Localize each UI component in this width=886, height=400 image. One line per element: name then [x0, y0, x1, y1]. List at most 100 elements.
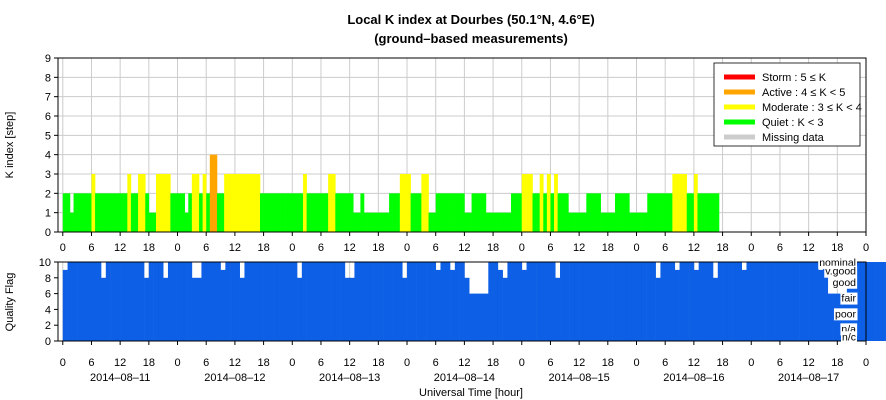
quality-bar — [856, 262, 862, 341]
quality-bar — [330, 262, 336, 341]
k-index-bar — [288, 193, 293, 232]
quality-bar — [268, 262, 274, 341]
k-index-bar — [166, 174, 171, 232]
quality-bar — [799, 262, 805, 341]
quality-bar — [359, 262, 365, 341]
k-index-x-tick-label: 6 — [777, 242, 783, 254]
k-index-x-tick-label: 18 — [716, 242, 728, 254]
quality-bar — [454, 262, 460, 341]
k-index-bar — [579, 212, 584, 232]
quality-x-tick-label: 0 — [60, 357, 66, 369]
quality-x-tick-label: 0 — [519, 357, 525, 369]
k-index-bar — [453, 193, 458, 232]
k-index-bar — [342, 193, 347, 232]
k-index-bar — [216, 193, 221, 232]
k-index-bar — [98, 193, 103, 232]
k-index-bar — [503, 212, 508, 232]
k-index-bars — [62, 154, 720, 232]
k-index-bar — [356, 212, 361, 232]
k-index-y-axis-label: K index [step] — [4, 112, 16, 179]
k-index-x-tick-label: 6 — [318, 242, 324, 254]
k-index-bar — [134, 193, 139, 232]
quality-bar — [660, 262, 666, 341]
quality-bar — [215, 262, 221, 341]
quality-x-tick-label: 18 — [372, 357, 384, 369]
quality-bar — [105, 262, 111, 341]
quality-bar — [124, 262, 131, 341]
k-index-bar — [554, 174, 558, 232]
k-index-bar — [582, 212, 587, 232]
k-index-bar — [389, 193, 393, 232]
flag-level-label: poor — [835, 308, 857, 320]
quality-bar — [512, 262, 518, 341]
k-index-bar — [489, 212, 494, 232]
quality-bar — [177, 262, 183, 341]
k-index-bar — [338, 193, 343, 232]
quality-bar — [254, 262, 260, 341]
quality-x-tick-label: 18 — [143, 357, 155, 369]
quality-bar — [531, 262, 537, 341]
quality-x-tick-label: 6 — [88, 357, 94, 369]
k-index-x-tick-label: 18 — [602, 242, 614, 254]
k-index-bar — [299, 193, 304, 232]
quality-bar — [746, 262, 752, 341]
k-index-x-tick-label: 0 — [633, 242, 639, 254]
chart-subtitle: (ground–based measurements) — [374, 31, 568, 46]
quality-bar — [703, 262, 709, 341]
k-index-bar — [374, 212, 379, 232]
quality-bar — [402, 277, 408, 341]
k-index-bar — [238, 174, 243, 232]
quality-bar — [626, 262, 633, 341]
quality-bar — [430, 262, 437, 341]
k-index-bar — [424, 174, 429, 232]
quality-bar — [756, 262, 762, 341]
quality-bar — [880, 262, 886, 341]
quality-bar — [464, 277, 470, 341]
quality-bar — [349, 277, 355, 341]
k-index-x-tick-label: 0 — [174, 242, 180, 254]
k-index-bar — [116, 193, 121, 232]
quality-x-tick-label: 6 — [662, 357, 668, 369]
flag-level-label-bg — [840, 292, 858, 305]
k-index-bar — [493, 212, 497, 232]
k-index-bar — [320, 193, 325, 232]
quality-bar — [196, 277, 202, 341]
k-index-bar — [270, 193, 275, 232]
quality-bar — [502, 277, 508, 341]
k-index-x-tick-label: 0 — [863, 242, 869, 254]
quality-x-tick-label: 0 — [748, 357, 754, 369]
quality-bar — [732, 262, 738, 341]
k-index-bar — [435, 193, 440, 232]
k-index-x-tick-label: 18 — [372, 242, 384, 254]
quality-bar — [784, 262, 790, 341]
k-index-bar — [360, 193, 365, 232]
k-index-bar — [446, 193, 451, 232]
k-index-bar — [521, 174, 526, 232]
quality-bar — [297, 277, 303, 341]
date-label: 2014–08–11 — [90, 372, 150, 384]
k-index-bar — [392, 193, 397, 232]
k-index-bar — [701, 193, 705, 232]
k-index-x-tick-label: 12 — [803, 242, 815, 254]
k-index-y-tick-label: 6 — [45, 111, 51, 123]
k-index-x-tick-label: 18 — [831, 242, 843, 254]
k-index-bar — [163, 174, 168, 232]
quality-x-tick-label: 0 — [174, 357, 180, 369]
k-index-bar — [532, 193, 537, 232]
k-index-bar — [80, 193, 85, 232]
quality-bar — [866, 262, 872, 341]
legend-entry: Active : 4 ≤ K < 5 — [762, 87, 845, 99]
quality-bar — [493, 262, 499, 341]
quality-bar — [172, 262, 178, 341]
k-index-bar — [292, 193, 297, 232]
flag-level-label: n/c — [842, 331, 856, 343]
quality-x-tick-label: 18 — [257, 357, 269, 369]
k-index-bar — [478, 193, 483, 232]
quality-bar — [110, 262, 116, 341]
k-index-bar — [546, 174, 551, 232]
quality-bar — [818, 269, 824, 341]
quality-bar — [497, 269, 503, 341]
k-index-bar — [87, 193, 92, 232]
k-index-bar — [109, 193, 114, 232]
k-index-bar — [231, 174, 236, 232]
